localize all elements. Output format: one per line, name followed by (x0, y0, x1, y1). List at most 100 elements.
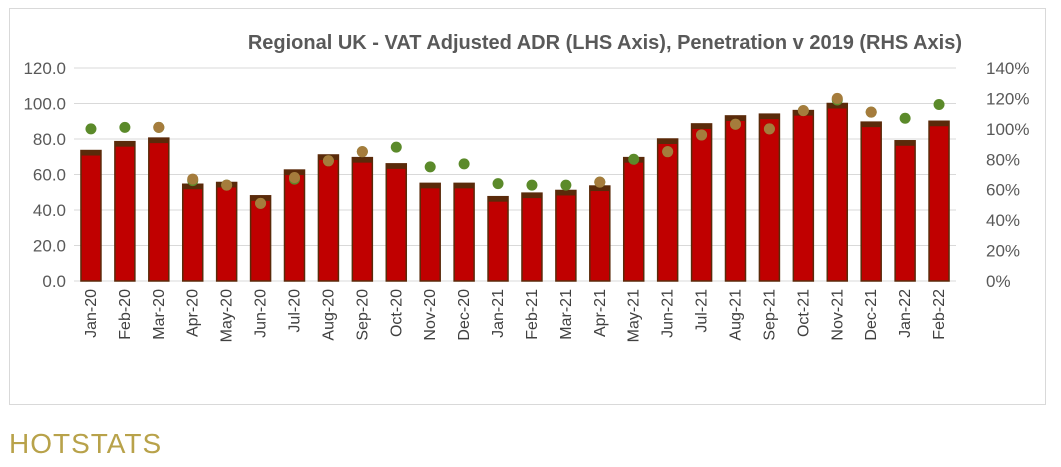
penetration-point-green (119, 121, 131, 133)
adr-bar-cap (420, 183, 441, 189)
penetration-point-green (933, 99, 945, 111)
adr-bar (656, 138, 679, 282)
adr-bar-cap (691, 123, 712, 129)
penetration-point-brown (221, 179, 233, 191)
x-tick-label: Mar-21 (558, 289, 575, 340)
chart-frame: Regional UK - VAT Adjusted ADR (LHS Axis… (9, 8, 1046, 405)
adr-bar-cap (454, 183, 475, 189)
adr-bar-cap (521, 193, 542, 199)
adr-bar (283, 169, 306, 282)
y-right-tick-label: 40% (986, 211, 1020, 230)
y-left-tick-label: 0.0 (42, 272, 66, 291)
adr-bar (351, 156, 374, 282)
y-right-tick-label: 20% (986, 242, 1020, 261)
penetration-point-brown (594, 176, 606, 188)
adr-bar-cap (657, 139, 678, 144)
adr-bar-cap (861, 122, 882, 128)
penetration-point-brown (255, 197, 267, 209)
x-tick-label: Sep-21 (761, 289, 778, 341)
adr-bar (724, 115, 747, 282)
x-tick-label: Mar-20 (151, 289, 168, 340)
adr-bar (317, 154, 340, 282)
hotstats-logo: HOTSTATS (9, 428, 163, 459)
adr-bar-cap (827, 103, 848, 109)
penetration-point-brown (289, 172, 300, 184)
penetration-point-brown (187, 173, 199, 185)
adr-bar (928, 120, 950, 282)
x-tick-label: Dec-21 (863, 289, 880, 341)
y-left-tick-label: 40.0 (33, 201, 66, 220)
penetration-point-green (390, 141, 402, 153)
y-right-tick-label: 120% (986, 89, 1029, 108)
x-tick-label: Oct-21 (795, 289, 812, 337)
y-left-tick-label: 80.0 (33, 130, 66, 149)
adr-bar-cap (589, 186, 610, 192)
penetration-point-brown (696, 129, 708, 141)
penetration-point-green (458, 158, 470, 170)
adr-bar-cap (759, 114, 780, 120)
adr-bar (690, 123, 713, 282)
adr-bar (453, 182, 475, 282)
penetration-point-brown (763, 123, 775, 135)
penetration-point-brown (797, 105, 809, 117)
x-tick-label: Aug-21 (728, 289, 745, 341)
penetration-point-brown (865, 106, 877, 118)
penetration-point-green (628, 153, 640, 165)
penetration-point-brown (153, 121, 165, 133)
x-tick-label: Feb-21 (524, 289, 541, 340)
y-right-tick-label: 80% (986, 150, 1020, 169)
penetration-point-green (424, 161, 436, 173)
adr-bar (555, 189, 577, 282)
x-tick-label: Jun-21 (660, 289, 677, 338)
adr-bar (487, 195, 509, 282)
y-left-tick-label: 60.0 (33, 166, 66, 185)
penetration-point-brown (356, 146, 368, 158)
penetration-point-brown (322, 155, 334, 167)
adr-bar (860, 121, 882, 282)
penetration-point-green (526, 179, 538, 191)
x-tick-label: Nov-20 (422, 289, 439, 341)
chart-svg: Regional UK - VAT Adjusted ADR (LHS Axis… (23, 32, 1029, 342)
x-tick-label: Feb-22 (931, 289, 948, 340)
adr-bar (181, 183, 204, 282)
x-tick-label: Oct-20 (388, 289, 405, 337)
chart-title: Regional UK - VAT Adjusted ADR (LHS Axis… (248, 32, 962, 54)
penetration-point-green (85, 123, 97, 135)
y-right-tick-label: 140% (986, 59, 1029, 78)
penetration-point-brown (831, 92, 843, 104)
penetration-point-green (899, 112, 911, 124)
adr-bar-cap (895, 140, 916, 146)
x-tick-label: Jan-20 (83, 289, 100, 338)
adr-bar-cap (725, 115, 746, 121)
x-tick-label: Jun-20 (253, 289, 270, 338)
penetration-point-green (492, 178, 504, 190)
adr-bar-cap (80, 150, 101, 156)
y-right-tick-label: 100% (986, 120, 1029, 139)
adr-bar (622, 156, 645, 282)
adr-bar-cap (182, 184, 203, 190)
adr-bar-cap (114, 141, 135, 147)
adr-bar (419, 182, 441, 282)
adr-bar-cap (386, 163, 407, 169)
x-tick-label: Feb-20 (117, 289, 134, 340)
penetration-point-green (560, 179, 572, 191)
x-tick-label: Nov-21 (829, 289, 846, 341)
x-tick-label: Dec-20 (456, 289, 473, 341)
penetration-point-brown (662, 146, 674, 158)
x-tick-label: Jul-20 (287, 289, 304, 333)
adr-bar (894, 140, 916, 282)
adr-bar (215, 181, 238, 282)
adr-bar (521, 192, 543, 282)
x-tick-label: Jul-21 (694, 289, 711, 333)
y-right-tick-label: 60% (986, 181, 1020, 200)
x-tick-label: Aug-20 (320, 289, 337, 341)
x-tick-label: May-20 (219, 289, 236, 342)
adr-bar-cap (148, 138, 169, 144)
adr-bar-cap (352, 157, 373, 163)
x-tick-label: Apr-21 (592, 289, 609, 337)
x-tick-label: Jan-21 (490, 289, 507, 338)
adr-bar (792, 109, 815, 282)
y-right-tick-label: 0% (986, 272, 1011, 291)
adr-bar-cap (929, 121, 950, 127)
adr-bar (826, 102, 849, 282)
